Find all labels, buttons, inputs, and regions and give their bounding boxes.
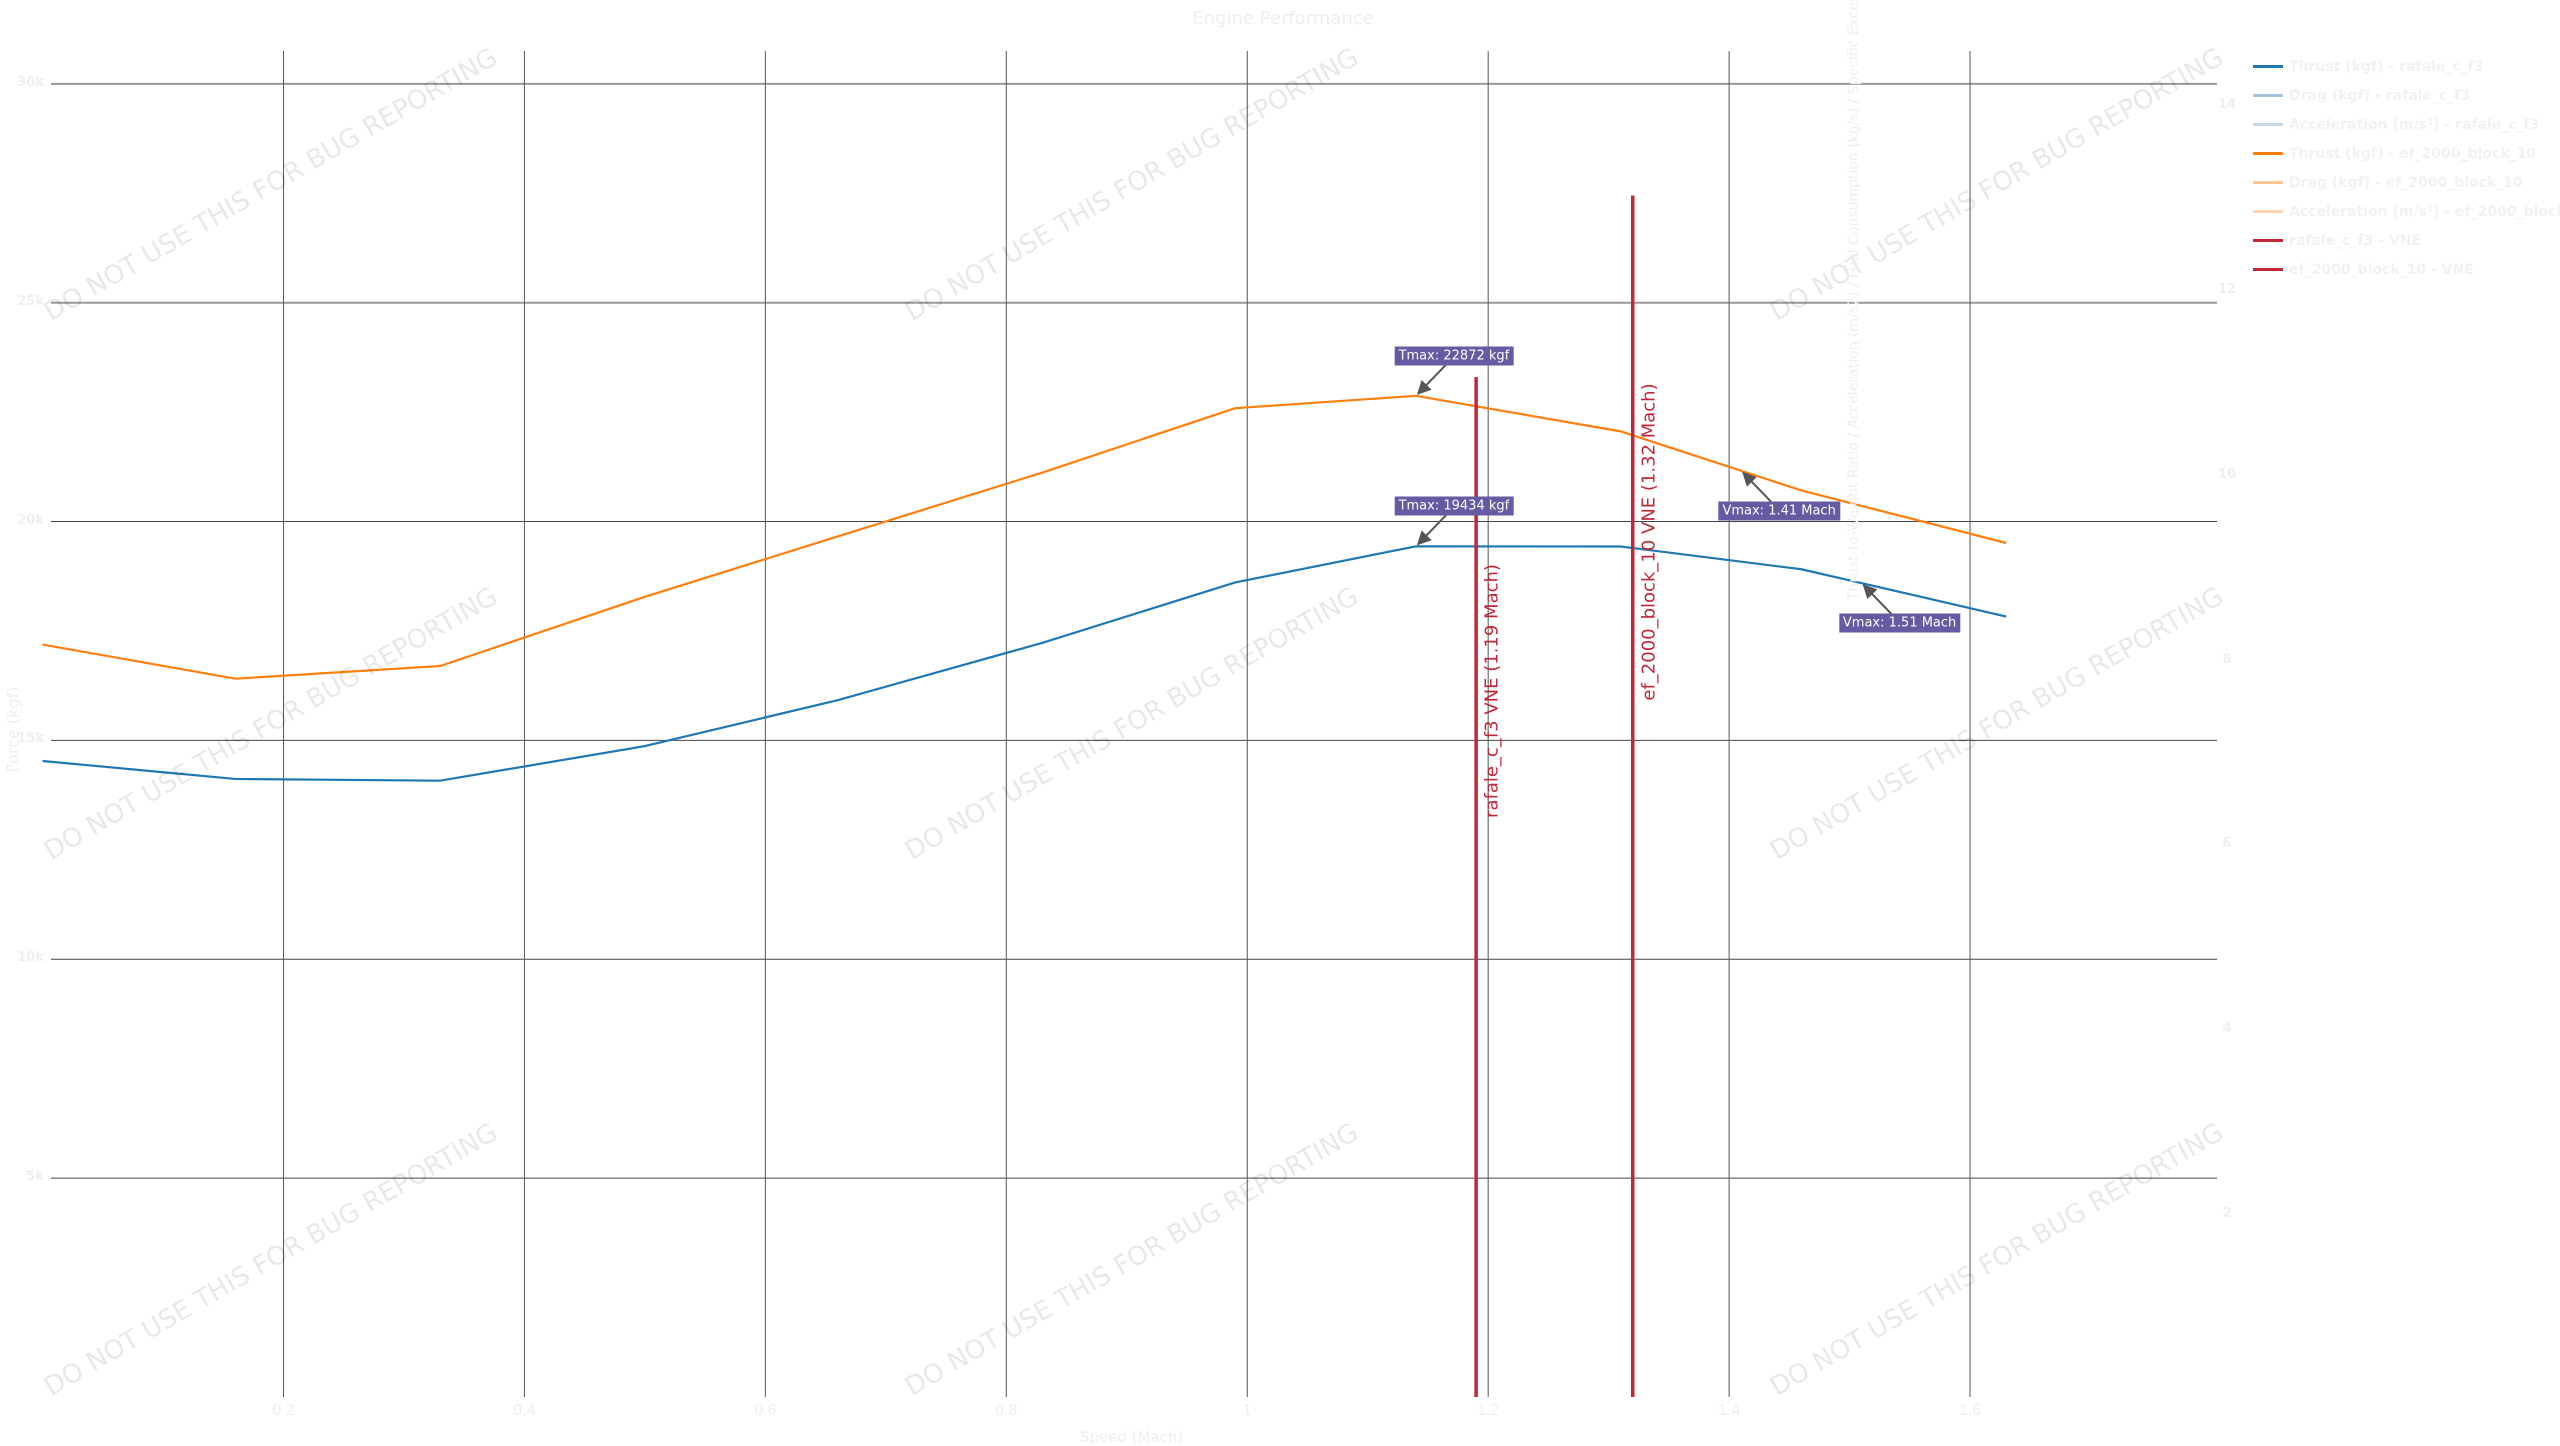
legend-label: Thrust (kgf) - ef_2000_block_10 (2289, 145, 2537, 162)
y2-tick-label: 14 (2217, 97, 2237, 113)
legend-item[interactable]: ef_2000_block_10 - VNE (2253, 255, 2560, 284)
series-line (42, 394, 2007, 680)
x-tick-label: 1.6 (1958, 1402, 1982, 1419)
y-axis-label: Force (kgf) (3, 686, 23, 773)
legend-swatch (2253, 268, 2283, 271)
y2-tick-label: 10 (2217, 466, 2237, 482)
legend-label: Drag (kgf) - rafale_c_f3 (2289, 87, 2470, 104)
y-tick-label: 30k (17, 74, 44, 90)
x-tick-label: 0.4 (513, 1402, 536, 1419)
y-tick-label: 15k (17, 731, 44, 747)
legend-item[interactable]: Acceleration (m/s²) - rafale_c_f3 (2253, 110, 2560, 139)
legend-label: Thrust (kgf) - rafale_c_f3 (2289, 58, 2484, 75)
x-tick-label: 1.2 (1477, 1402, 1500, 1419)
annotation-arrow (1862, 584, 1893, 615)
legend-label: rafale_c_f3 - VNE (2289, 232, 2421, 249)
legend-label: Acceleration (m/s²) - rafale_c_f3 (2289, 116, 2540, 133)
x-tick-label: 0.6 (754, 1402, 777, 1419)
y-tick-label: 10k (17, 950, 44, 966)
y2-axis-label: Thrust-to-Weight Ratio / Acceleration (m… (1845, 0, 1862, 600)
y2-tick-label: 8 (2222, 651, 2232, 667)
vne-label: rafale_c_f3 VNE (1.19 Mach) (1481, 563, 1503, 818)
x-tick-label: 1 (1242, 1402, 1252, 1419)
series-line (42, 545, 2007, 782)
legend-item[interactable]: Thrust (kgf) - rafale_c_f3 (2253, 52, 2560, 81)
legend-label: ef_2000_block_10 - VNE (2289, 261, 2474, 278)
y2-tick-label: 12 (2217, 282, 2237, 298)
legend-item[interactable]: Drag (kgf) - ef_2000_block_10 (2253, 168, 2560, 197)
annotation-arrow (1416, 514, 1447, 546)
legend-swatch (2253, 65, 2283, 68)
legend-swatch (2253, 123, 2283, 126)
y2-tick-label: 2 (2222, 1206, 2232, 1221)
y2-tick-label: 6 (2222, 836, 2232, 852)
x-tick-label: 1.4 (1717, 1402, 1741, 1419)
legend-label: Acceleration (m/s²) - ef_2000_block_10 (2289, 203, 2560, 220)
legend-label: Drag (kgf) - ef_2000_block_10 (2289, 174, 2523, 191)
vne-label: ef_2000_block_10 VNE (1.32 Mach) (1638, 383, 1660, 701)
chart-title: Engine Performance (1192, 8, 1374, 29)
y-tick-label: 5k (26, 1169, 44, 1185)
y2-tick-label: 4 (2222, 1021, 2232, 1037)
annotation-label: Tmax: 22872 kgf (1394, 346, 1514, 366)
legend-item[interactable]: Acceleration (m/s²) - ef_2000_block_10 (2253, 197, 2560, 226)
x-tick-label: 0.8 (995, 1402, 1018, 1419)
legend: Thrust (kgf) - rafale_c_f3 Drag (kgf) - r… (2253, 52, 2560, 284)
annotation-label: Vmax: 1.51 Mach (1838, 613, 1961, 633)
legend-swatch (2253, 181, 2283, 184)
legend-swatch (2253, 152, 2283, 155)
x-axis-label: Speed (Mach) (1080, 1428, 1184, 1446)
annotation-label: Vmax: 1.41 Mach (1718, 501, 1840, 521)
annotation-arrow (1416, 364, 1447, 395)
y-tick-label: 25k (17, 293, 44, 309)
legend-item[interactable]: rafale_c_f3 - VNE (2253, 226, 2560, 255)
annotation-arrow (1742, 471, 1772, 503)
y-tick-label: 20k (17, 512, 44, 528)
legend-swatch (2253, 239, 2283, 242)
legend-item[interactable]: Drag (kgf) - rafale_c_f3 (2253, 81, 2560, 110)
legend-item[interactable]: Thrust (kgf) - ef_2000_block_10 (2253, 139, 2560, 168)
x-tick-label: 0.2 (272, 1402, 295, 1419)
annotation-label: Tmax: 19434 kgf (1394, 496, 1514, 516)
legend-swatch (2253, 94, 2283, 97)
legend-swatch (2253, 210, 2283, 213)
